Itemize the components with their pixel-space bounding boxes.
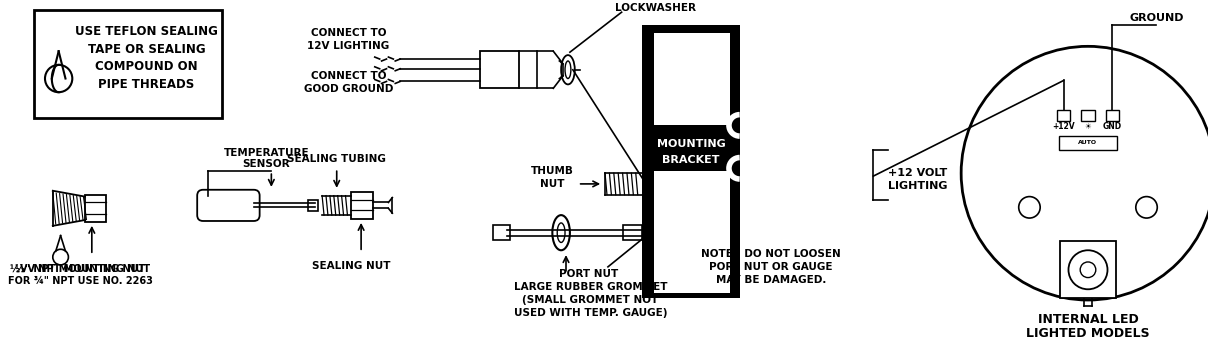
Bar bbox=[622, 225, 643, 240]
FancyBboxPatch shape bbox=[197, 190, 260, 221]
Text: NUT: NUT bbox=[540, 179, 564, 189]
Text: ☀: ☀ bbox=[1085, 122, 1092, 131]
Bar bbox=[1058, 136, 1117, 150]
Bar bbox=[1057, 110, 1070, 121]
Text: PORT NUT OR GAUGE: PORT NUT OR GAUGE bbox=[709, 262, 832, 272]
Text: USE TEFLON SEALING: USE TEFLON SEALING bbox=[75, 25, 217, 38]
Bar bbox=[1059, 241, 1116, 298]
Bar bbox=[34, 10, 221, 118]
Text: ½" NPT MOUNTING NUT: ½" NPT MOUNTING NUT bbox=[14, 264, 145, 274]
Bar bbox=[654, 33, 730, 125]
Ellipse shape bbox=[565, 61, 571, 78]
Text: TEMPERATURE: TEMPERATURE bbox=[223, 148, 309, 158]
Text: FOR ¾" NPT USE NO. 2263: FOR ¾" NPT USE NO. 2263 bbox=[7, 277, 152, 287]
Text: COMPOUND ON: COMPOUND ON bbox=[95, 60, 198, 73]
Text: SEALING TUBING: SEALING TUBING bbox=[288, 153, 387, 163]
Text: NOTE:  DO NOT LOOSEN: NOTE: DO NOT LOOSEN bbox=[701, 249, 841, 259]
Text: CONNECT TO: CONNECT TO bbox=[310, 71, 387, 80]
Text: CONNECT TO: CONNECT TO bbox=[310, 28, 387, 38]
Text: +12V: +12V bbox=[1052, 122, 1075, 131]
Text: SENSOR: SENSOR bbox=[243, 159, 290, 169]
Bar bbox=[352, 192, 373, 219]
Text: THUMB: THUMB bbox=[530, 166, 574, 176]
Text: PIPE THREADS: PIPE THREADS bbox=[98, 78, 194, 91]
Bar bbox=[643, 25, 739, 298]
Text: AUTO: AUTO bbox=[1079, 140, 1098, 146]
Text: INTERNAL LED: INTERNAL LED bbox=[1038, 313, 1138, 326]
Ellipse shape bbox=[552, 215, 570, 250]
Bar bbox=[308, 200, 318, 211]
Text: SEALING NUT: SEALING NUT bbox=[312, 261, 390, 271]
Text: (SMALL GROMMET NOT: (SMALL GROMMET NOT bbox=[522, 295, 658, 305]
Ellipse shape bbox=[562, 55, 575, 84]
Text: ½VV NPT MOUNTING NUT: ½VV NPT MOUNTING NUT bbox=[10, 264, 150, 274]
Text: LIGHTED MODELS: LIGHTED MODELS bbox=[1026, 327, 1150, 340]
Bar bbox=[493, 225, 511, 240]
Text: LARGE RUBBER GROMMET: LARGE RUBBER GROMMET bbox=[513, 282, 667, 292]
Bar bbox=[480, 51, 519, 88]
Ellipse shape bbox=[557, 223, 565, 243]
Text: TAPE OR SEALING: TAPE OR SEALING bbox=[88, 43, 205, 56]
Text: MAY BE DAMAGED.: MAY BE DAMAGED. bbox=[715, 275, 826, 284]
Text: GOOD GROUND: GOOD GROUND bbox=[303, 84, 393, 94]
Text: MOUNTING: MOUNTING bbox=[656, 139, 725, 149]
Text: LOCKWASHER: LOCKWASHER bbox=[615, 3, 696, 13]
Bar bbox=[1081, 110, 1094, 121]
Text: BRACKET: BRACKET bbox=[662, 154, 720, 164]
Text: GROUND: GROUND bbox=[1129, 13, 1184, 23]
Text: USED WITH TEMP. GAUGE): USED WITH TEMP. GAUGE) bbox=[513, 308, 667, 318]
Bar bbox=[85, 195, 106, 222]
Text: LIGHTING: LIGHTING bbox=[888, 181, 947, 191]
Bar bbox=[1105, 110, 1120, 121]
Text: +12 VOLT: +12 VOLT bbox=[888, 168, 947, 178]
Text: GND: GND bbox=[1103, 122, 1122, 131]
Text: 12V LIGHTING: 12V LIGHTING bbox=[307, 41, 389, 51]
Bar bbox=[654, 171, 730, 293]
Text: PORT NUT: PORT NUT bbox=[559, 269, 618, 279]
